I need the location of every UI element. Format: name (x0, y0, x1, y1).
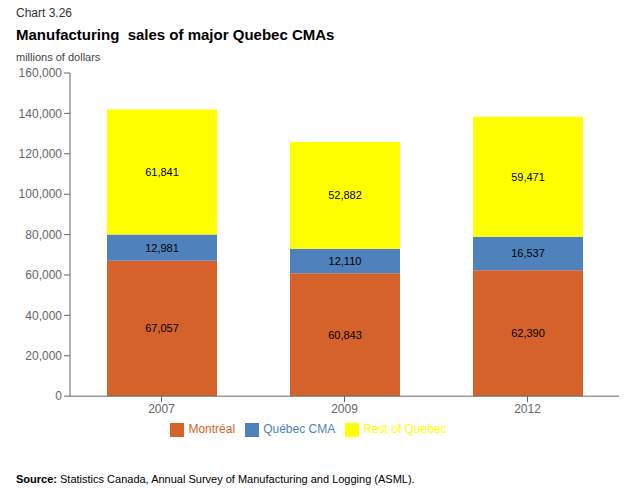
svg-text:0: 0 (55, 389, 62, 403)
svg-text:12,981: 12,981 (145, 242, 179, 254)
html-text:Source: Statistics Canada, Ann: Source: Statistics Canada, Annual Survey… (16, 473, 415, 485)
svg-text:67,057: 67,057 (145, 322, 179, 334)
svg-text:60,843: 60,843 (328, 329, 362, 341)
svg-text:60,000: 60,000 (25, 268, 62, 282)
svg-text:40,000: 40,000 (25, 309, 62, 323)
html-text:Rest of Quebec: Rest of Quebec (363, 422, 447, 437)
svg-text:100,000: 100,000 (19, 187, 63, 201)
svg-text:59,471: 59,471 (511, 171, 545, 183)
svg-text:16,537: 16,537 (511, 247, 545, 259)
svg-text:120,000: 120,000 (19, 147, 63, 161)
svg-text:2007: 2007 (148, 402, 175, 416)
svg-text:52,882: 52,882 (328, 189, 362, 201)
svg-text:12,110: 12,110 (329, 255, 362, 267)
html-text:Chart 3.26: Chart 3.26 (16, 6, 72, 20)
svg-text:2009: 2009 (331, 402, 358, 416)
svg-text:20,000: 20,000 (25, 349, 62, 363)
svg-text:62,390: 62,390 (511, 327, 545, 339)
html-text:Manufacturing sales of major Q: Manufacturing sales of major Quebec CMAs (16, 26, 335, 43)
svg-text:160,000: 160,000 (19, 66, 63, 80)
svg-text:2012: 2012 (514, 402, 541, 416)
html-text:Québec CMA: Québec CMA (263, 422, 336, 437)
svg-text:140,000: 140,000 (19, 107, 63, 121)
svg-text:80,000: 80,000 (25, 228, 62, 242)
svg-text:61,841: 61,841 (145, 166, 179, 178)
html-text:millions of dollars: millions of dollars (16, 51, 101, 63)
html-text:Montréal: Montréal (188, 422, 236, 437)
